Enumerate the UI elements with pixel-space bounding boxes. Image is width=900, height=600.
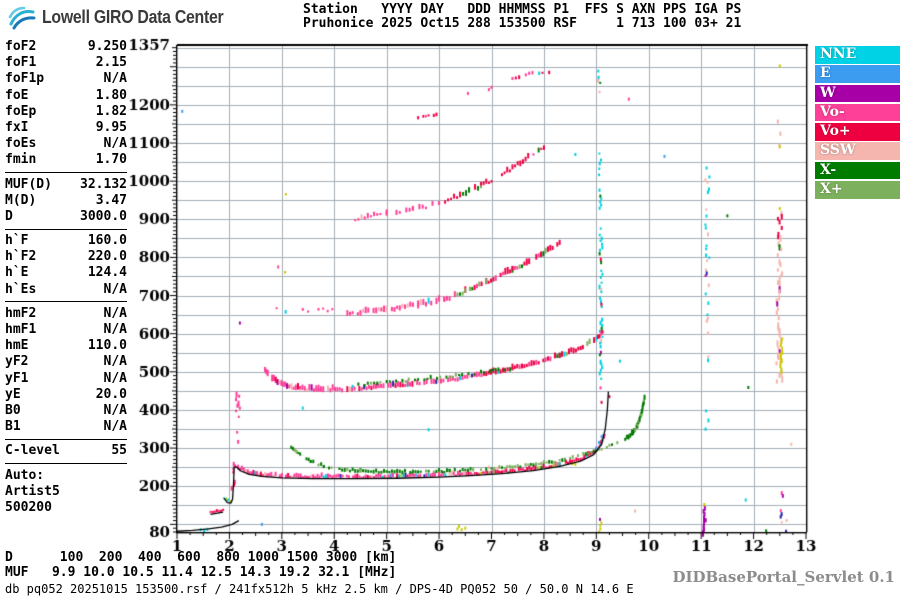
- legend-item-ssw: SSW: [815, 142, 900, 160]
- panel-separator: [5, 172, 127, 173]
- param-label: foF2: [5, 39, 37, 54]
- legend-item-e: E: [815, 65, 900, 83]
- param-row-foes: foEs N/A: [5, 136, 127, 152]
- param-row-he: h`E 124.4: [5, 265, 127, 281]
- param-label: hmF1: [5, 322, 37, 337]
- param-label: foF1p: [5, 71, 45, 87]
- param-row-hme: hmE 110.0: [5, 338, 127, 354]
- legend-item-vo: Vo+: [815, 123, 900, 141]
- param-row-b0: B0 N/A: [5, 403, 127, 419]
- distance-row: D 100 200 400 600 800 1000 1500 3000 [km…: [5, 550, 397, 565]
- param-value: 160.0: [87, 233, 127, 249]
- param-value: 3000.0: [80, 208, 127, 224]
- param-label: C-level: [5, 443, 60, 459]
- param-value: 3.47: [95, 192, 127, 208]
- param-value: 124.4: [87, 265, 127, 281]
- param-label: h`F: [5, 233, 29, 249]
- param-row-fmin: fmin 1.70: [5, 152, 127, 168]
- param-value: 220.0: [87, 249, 127, 265]
- param-label: hmE: [5, 338, 29, 354]
- param-row-b1: B1 N/A: [5, 419, 127, 435]
- param-value: 9.250: [87, 39, 127, 54]
- legend-item-vo: Vo-: [815, 103, 900, 122]
- param-value: 9.95: [95, 119, 127, 135]
- param-value: 1.70: [95, 152, 127, 168]
- param-label: hmF2: [5, 305, 37, 321]
- param-value: N/A: [103, 305, 127, 321]
- param-row-md: M(D) 3.47: [5, 193, 127, 209]
- echo-direction-legend: NNE E W Vo- Vo+ SSW X- X+: [815, 46, 900, 200]
- param-value: 1.80: [95, 87, 127, 103]
- param-row-fof2: foF2 9.250: [5, 39, 127, 55]
- param-row-hmf2: hmF2 N/A: [5, 306, 127, 322]
- param-row-hf2: h`F2 220.0: [5, 249, 127, 265]
- param-label: fxI: [5, 119, 29, 135]
- param-label: D: [5, 208, 13, 224]
- param-value: 55: [111, 443, 127, 459]
- param-row-fxi: fxI 9.95: [5, 120, 127, 136]
- param-value: 1.82: [95, 103, 127, 119]
- panel-separator: [5, 301, 127, 303]
- param-label: yF1: [5, 370, 29, 386]
- autoscaling-info-line: Auto:: [5, 467, 45, 483]
- param-row-d: D 3000.0: [5, 209, 127, 225]
- param-row-fof1p: foF1p N/A: [5, 71, 127, 87]
- param-value: N/A: [103, 402, 127, 418]
- measurement-status-line: db pq052 20251015 153500.rsf / 241fx512h…: [5, 582, 634, 596]
- param-label: M(D): [5, 192, 37, 208]
- param-label: foF1: [5, 55, 37, 71]
- param-label: MUF(D): [5, 176, 52, 192]
- param-label: foEp: [5, 103, 37, 119]
- legend-item-x: X-: [815, 161, 900, 180]
- legend-item-x: X+: [815, 180, 900, 199]
- param-label: B1: [5, 419, 21, 435]
- param-value: N/A: [103, 281, 127, 297]
- autoscaling-info-line: Artist5: [5, 483, 60, 499]
- param-row-foep: foEp 1.82: [5, 104, 127, 120]
- legend-item-nne: NNE: [815, 46, 900, 64]
- param-row-fof1: foF1 2.15: [5, 55, 127, 71]
- panel-separator: [5, 228, 127, 230]
- legend-item-w: W: [815, 84, 900, 103]
- param-row-hes: h`Es N/A: [5, 282, 127, 298]
- muf-row: MUF 9.9 10.0 10.5 11.4 12.5 14.3 19.2 32…: [5, 564, 397, 580]
- distance-muf-table: D 100 200 400 600 800 1000 1500 3000 [km…: [5, 550, 397, 580]
- param-label: yF2: [5, 354, 29, 370]
- param-label: foEs: [5, 136, 37, 152]
- param-label: yE: [5, 386, 21, 402]
- param-label: B0: [5, 402, 21, 418]
- param-row-ye: yE 20.0: [5, 387, 127, 403]
- parameter-panel: foF2 9.250 foF1 2.15 foF1p N/A foE 1.80 foEp 1.82…: [5, 39, 127, 516]
- param-row-hmf1: hmF1 N/A: [5, 322, 127, 338]
- param-label: h`F2: [5, 249, 37, 265]
- autoscaling-info-line: 500200: [5, 499, 52, 515]
- param-value: N/A: [103, 354, 127, 370]
- param-value: 2.15: [95, 55, 127, 71]
- param-row-mufd: MUF(D) 32.132: [5, 177, 127, 193]
- param-row-yf1: yF1 N/A: [5, 371, 127, 387]
- param-label: h`Es: [5, 281, 37, 297]
- param-label: h`E: [5, 265, 29, 281]
- param-value: N/A: [103, 136, 127, 152]
- param-row-hf: h`F 160.0: [5, 233, 127, 249]
- panel-separator: [5, 463, 127, 464]
- param-row-clevel: C-level 55: [5, 443, 127, 459]
- param-label: fmin: [5, 152, 37, 168]
- param-row-foe: foE 1.80: [5, 88, 127, 104]
- param-value: N/A: [103, 419, 127, 435]
- param-label: foE: [5, 87, 29, 103]
- panel-separator: [5, 438, 127, 440]
- param-value: N/A: [103, 71, 127, 87]
- servlet-version-label: DIDBasePortal_Servlet 0.1: [672, 568, 895, 586]
- param-value: N/A: [103, 322, 127, 337]
- param-value: 20.0: [95, 386, 127, 402]
- param-value: 32.132: [80, 176, 127, 192]
- param-value: N/A: [103, 370, 127, 386]
- param-row-yf2: yF2 N/A: [5, 354, 127, 370]
- param-value: 110.0: [87, 338, 127, 354]
